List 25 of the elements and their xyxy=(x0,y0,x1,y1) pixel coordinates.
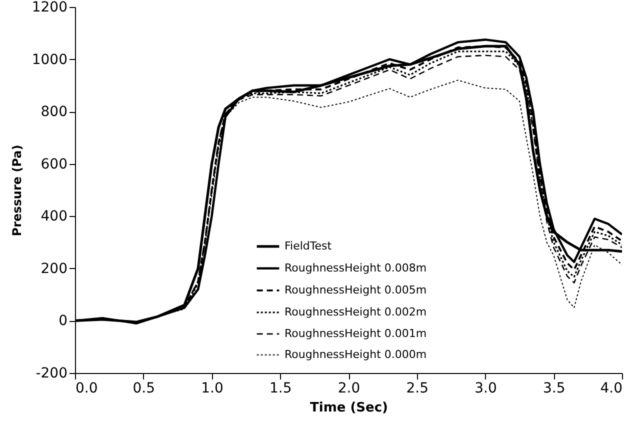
legend-label: RoughnessHeight 0.005m xyxy=(284,283,427,296)
y-tick-label: 800 xyxy=(40,104,68,120)
y-axis-title: Pressure (Pa) xyxy=(10,144,24,236)
y-tick-label: 1000 xyxy=(32,52,68,68)
y-tick-label: 600 xyxy=(40,156,68,172)
y-tick-label: 200 xyxy=(40,260,68,277)
x-tick-label: 2.5 xyxy=(406,380,429,396)
legend-label: FieldTest xyxy=(284,239,332,252)
x-tick-label: 4.0 xyxy=(600,380,622,396)
x-tick-label: 1.0 xyxy=(201,380,224,396)
y-tick-label: 0 xyxy=(58,313,68,330)
x-tick-label: 3.0 xyxy=(474,380,497,396)
x-tick-label: 2.0 xyxy=(338,380,360,396)
legend-label: RoughnessHeight 0.001m xyxy=(284,326,427,340)
x-axis-title: Time (Sec) xyxy=(310,400,388,416)
y-tick-label: -200 xyxy=(36,366,68,382)
x-tick-label: 1.5 xyxy=(269,380,292,396)
x-tick-label: 0.0 xyxy=(76,380,98,396)
legend-label: RoughnessHeight 0.002m xyxy=(284,305,427,318)
y-tick-label: 400 xyxy=(40,208,68,225)
x-tick-label: 0.5 xyxy=(132,380,156,396)
legend-label: RoughnessHeight 0.008m xyxy=(284,261,427,274)
y-tick-label: 1200 xyxy=(32,0,68,16)
x-tick-label: 3.5 xyxy=(542,380,566,396)
legend-label: RoughnessHeight 0.000m xyxy=(284,348,427,361)
